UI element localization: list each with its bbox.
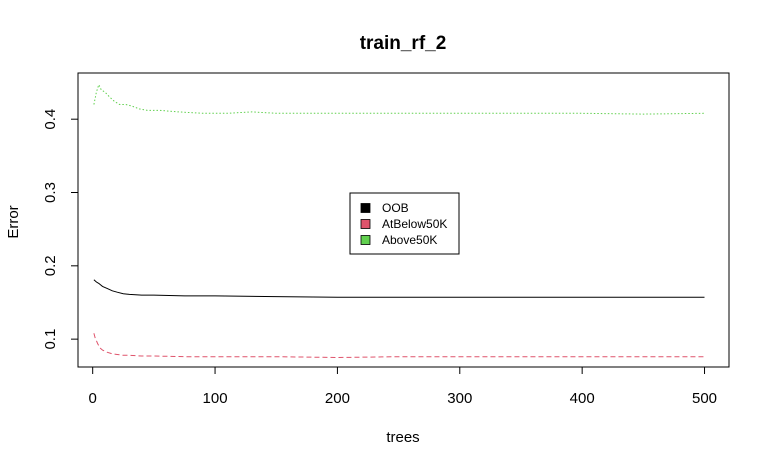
legend-swatch — [360, 219, 371, 229]
x-tick-label: 200 — [325, 390, 350, 407]
series-line-2 — [93, 83, 705, 115]
y-axis-label: Error — [5, 205, 22, 238]
y-tick-label: 0.4 — [42, 109, 59, 130]
x-tick-label: 500 — [692, 390, 717, 407]
y-tick-label: 0.3 — [42, 182, 59, 203]
legend-label: Above50K — [382, 233, 437, 247]
x-axis-label: trees — [386, 429, 419, 446]
legend: OOB AtBelow50K Above50K — [349, 192, 460, 255]
x-tick-label: 100 — [203, 390, 228, 407]
y-tick-label: 0.2 — [42, 255, 59, 276]
legend-swatch — [360, 235, 371, 245]
y-axis: 0.1 0.2 0.3 0.4 — [42, 109, 79, 350]
series-line-0 — [93, 279, 705, 298]
y-tick-label: 0.1 — [42, 329, 59, 350]
legend-label: AtBelow50K — [382, 217, 447, 231]
legend-swatch — [360, 203, 371, 213]
legend-label: OOB — [382, 201, 409, 215]
x-tick-label: 400 — [570, 390, 595, 407]
x-axis: 0 100 200 300 400 500 — [89, 366, 717, 407]
chart-title: train_rf_2 — [360, 33, 447, 54]
series-layer — [93, 83, 705, 359]
x-tick-label: 0 — [89, 390, 97, 407]
series-line-1 — [93, 333, 705, 359]
x-tick-label: 300 — [447, 390, 472, 407]
